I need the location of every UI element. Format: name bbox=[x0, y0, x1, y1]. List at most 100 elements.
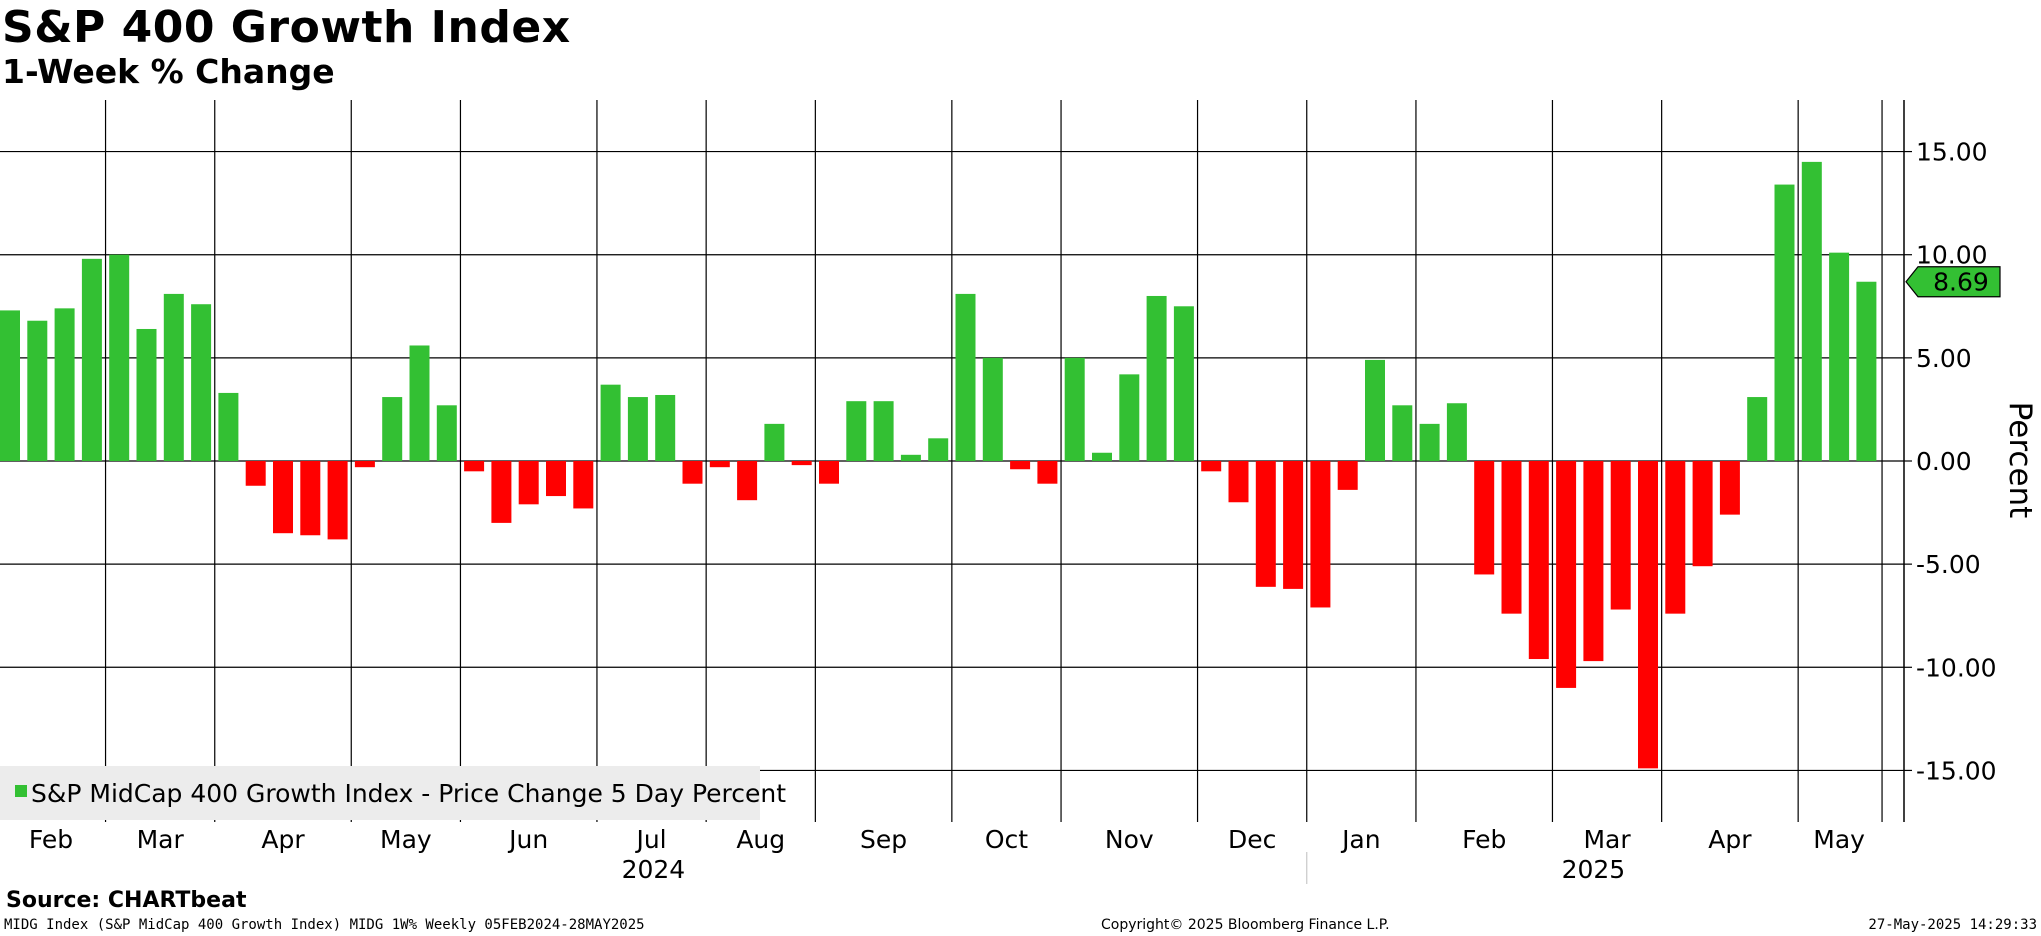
bar bbox=[1173, 306, 1194, 461]
x-month-label: Feb bbox=[29, 825, 73, 854]
bar bbox=[491, 461, 512, 523]
x-year-label: 2024 bbox=[622, 855, 686, 884]
x-month-label: Mar bbox=[137, 825, 185, 854]
bar bbox=[1665, 461, 1686, 614]
bar bbox=[191, 304, 212, 461]
bar bbox=[1556, 461, 1577, 688]
bar bbox=[1692, 461, 1713, 567]
bar bbox=[1283, 461, 1304, 589]
bar bbox=[1392, 405, 1413, 461]
bar bbox=[245, 461, 266, 486]
bar bbox=[1119, 374, 1140, 461]
x-month-label: Mar bbox=[1583, 825, 1631, 854]
bars bbox=[0, 161, 1877, 769]
bar bbox=[1801, 161, 1822, 461]
x-month-label: Dec bbox=[1228, 825, 1276, 854]
legend-label: S&P MidCap 400 Growth Index - Price Chan… bbox=[31, 779, 786, 808]
bar bbox=[1146, 295, 1167, 461]
y-tick-label: -10.00 bbox=[1916, 653, 1997, 682]
x-month-label: Apr bbox=[261, 825, 305, 854]
y-tick-label: -5.00 bbox=[1916, 550, 1981, 579]
bar bbox=[600, 384, 621, 461]
legend-swatch bbox=[15, 785, 27, 797]
last-value-tag bbox=[1905, 266, 2001, 298]
bar bbox=[382, 397, 403, 461]
timestamp: 27-May-2025 14:29:33 bbox=[1868, 917, 2037, 933]
chart-title: S&P 400 Growth Index bbox=[2, 2, 571, 53]
last-value-marker: 8.69 bbox=[1905, 266, 2001, 298]
bar bbox=[518, 461, 539, 505]
x-month-label: Jul bbox=[634, 825, 666, 854]
bar bbox=[1528, 461, 1549, 660]
bar bbox=[1856, 281, 1877, 461]
bar bbox=[1064, 357, 1085, 461]
x-month-label: May bbox=[380, 825, 432, 854]
bar bbox=[573, 461, 594, 509]
bar bbox=[1228, 461, 1249, 503]
x-month-label: Jun bbox=[507, 825, 548, 854]
bar bbox=[955, 293, 976, 461]
bar bbox=[354, 461, 375, 468]
x-month-label: Feb bbox=[1462, 825, 1506, 854]
bar bbox=[764, 423, 785, 461]
ticker-line: MIDG Index (S&P MidCap 400 Growth Index)… bbox=[4, 917, 645, 933]
bar bbox=[627, 397, 648, 461]
bar bbox=[1337, 461, 1358, 490]
x-month-label: May bbox=[1813, 825, 1865, 854]
bar bbox=[846, 401, 867, 461]
bar bbox=[1365, 359, 1385, 461]
y-tick-label: 10.00 bbox=[1916, 241, 1988, 270]
bar bbox=[27, 320, 48, 461]
bar bbox=[1419, 423, 1440, 461]
bar bbox=[655, 394, 676, 461]
bar bbox=[1310, 461, 1331, 608]
bar bbox=[1610, 461, 1631, 610]
y-tick-label: 0.00 bbox=[1916, 447, 1972, 476]
bar bbox=[682, 461, 703, 484]
bar bbox=[109, 254, 130, 461]
bar bbox=[327, 461, 348, 540]
x-month-label: Oct bbox=[985, 825, 1028, 854]
y-tick-label: -15.00 bbox=[1916, 756, 1997, 785]
bar bbox=[409, 345, 430, 461]
bar bbox=[873, 401, 894, 461]
bar bbox=[1255, 461, 1276, 587]
bar bbox=[1474, 461, 1495, 575]
y-tick-label: 15.00 bbox=[1916, 138, 1988, 167]
bar bbox=[1774, 184, 1795, 461]
bar bbox=[1201, 461, 1222, 472]
bar bbox=[546, 461, 566, 497]
bar bbox=[791, 461, 812, 466]
bar bbox=[436, 405, 457, 461]
x-month-label: Apr bbox=[1708, 825, 1752, 854]
bar bbox=[819, 461, 839, 484]
bar bbox=[300, 461, 321, 536]
x-year-label: 2025 bbox=[1562, 855, 1626, 884]
legend: S&P MidCap 400 Growth Index - Price Chan… bbox=[0, 766, 786, 820]
x-month-label: Nov bbox=[1105, 825, 1154, 854]
bar bbox=[1638, 461, 1658, 769]
bar bbox=[1037, 461, 1058, 484]
bar bbox=[1501, 461, 1522, 614]
bar bbox=[928, 438, 949, 461]
bar bbox=[81, 258, 102, 461]
bar bbox=[273, 461, 293, 534]
bar bbox=[464, 461, 485, 472]
bar bbox=[1446, 403, 1467, 461]
x-month-label: Jan bbox=[1340, 825, 1381, 854]
bar bbox=[900, 454, 921, 461]
y-axis-title: Percent bbox=[2002, 402, 2038, 519]
last-value-label: 8.69 bbox=[1933, 268, 1989, 297]
bar bbox=[0, 310, 20, 461]
copyright: Copyright© 2025 Bloomberg Finance L.P. bbox=[1101, 917, 1390, 933]
bar bbox=[54, 308, 75, 461]
bar bbox=[737, 461, 758, 501]
bar bbox=[1092, 452, 1112, 461]
bar bbox=[709, 461, 730, 468]
x-month-label: Sep bbox=[860, 825, 907, 854]
bar bbox=[163, 293, 184, 461]
gridlines bbox=[0, 100, 1904, 822]
bar bbox=[218, 392, 239, 461]
bar bbox=[982, 357, 1003, 461]
